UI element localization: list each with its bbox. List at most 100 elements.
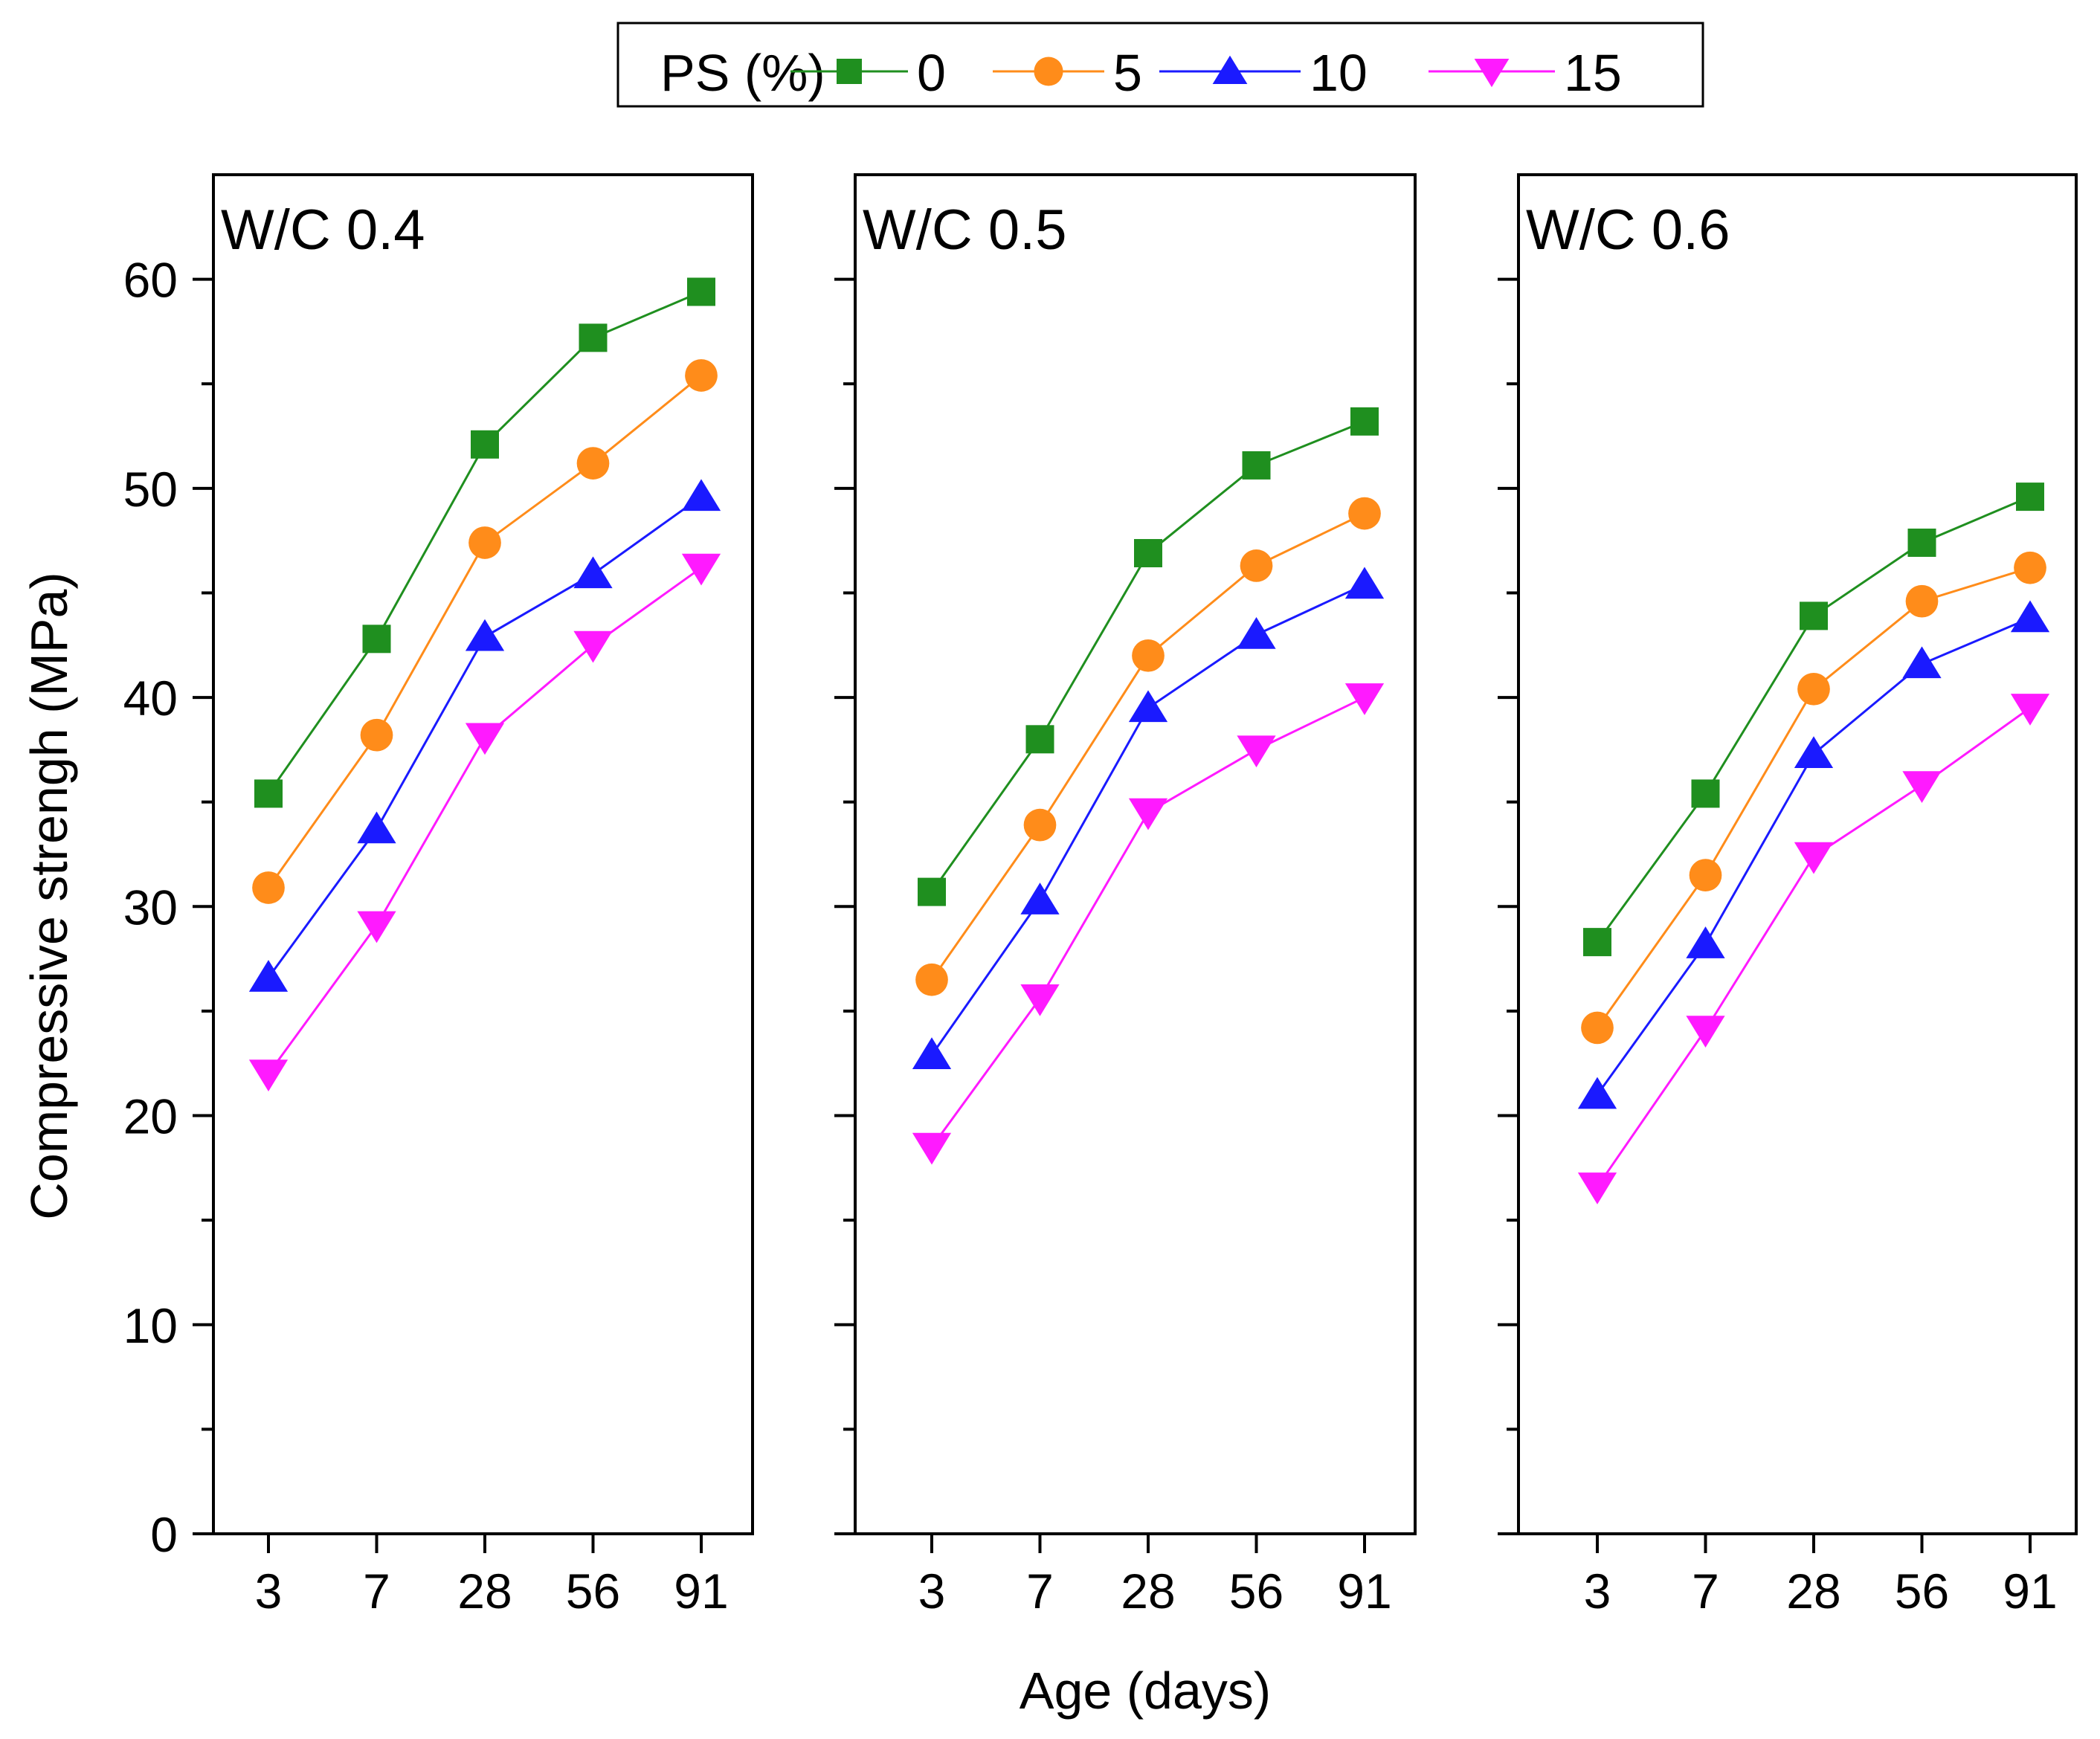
data-point (1023, 808, 1057, 842)
data-point (687, 277, 715, 306)
data-point (2014, 551, 2046, 584)
x-tick-label: 91 (674, 1564, 728, 1619)
series-5 (1581, 551, 2046, 1045)
x-tick-label: 7 (1026, 1564, 1054, 1619)
data-point (1905, 584, 1939, 618)
series-0 (254, 277, 715, 808)
data-point (1902, 646, 1942, 679)
legend-label-10: 10 (1310, 44, 1368, 102)
series-0 (1583, 483, 2044, 957)
data-point (1348, 497, 1381, 530)
series-line (1596, 495, 2031, 943)
y-tick-label: 50 (123, 462, 178, 517)
data-point (1691, 779, 1720, 808)
legend-marker-0 (837, 59, 862, 84)
data-point (252, 871, 285, 904)
data-point (1902, 771, 1942, 803)
data-point (915, 963, 948, 996)
data-point (1577, 1077, 1617, 1109)
data-point (362, 625, 391, 654)
data-point (1237, 735, 1276, 768)
x-tick-label: 7 (363, 1564, 390, 1619)
y-axis-label: Compressive strengh (MPa) (20, 572, 78, 1219)
data-point (357, 911, 396, 943)
data-point (2010, 694, 2050, 726)
series-line (1596, 567, 2031, 1029)
data-point (1583, 928, 1611, 957)
x-tick-label: 56 (1895, 1564, 1949, 1619)
data-point (1132, 639, 1165, 672)
x-tick-label: 7 (1692, 1564, 1719, 1619)
data-point (1907, 528, 1936, 557)
legend-label-5: 5 (1113, 44, 1142, 102)
x-tick-label: 3 (1584, 1564, 1611, 1619)
data-point (1242, 451, 1271, 480)
x-tick-label: 56 (566, 1564, 620, 1619)
y-tick-label: 60 (123, 253, 178, 308)
series-10 (912, 567, 1385, 1069)
data-point (254, 779, 283, 808)
y-tick-label: 30 (123, 880, 178, 935)
data-point (681, 479, 721, 512)
data-point (1025, 725, 1054, 754)
data-point (1581, 1011, 1614, 1045)
series-10 (1577, 600, 2050, 1109)
legend: PS (%) 0 5 10 15 (616, 22, 1704, 108)
data-point (1237, 616, 1276, 649)
legend-marker-15 (1474, 59, 1510, 88)
data-point (576, 447, 610, 480)
legend-label-15: 15 (1564, 44, 1622, 102)
series-15 (1577, 694, 2050, 1204)
data-point (1794, 842, 1834, 874)
series-line (1596, 706, 2031, 1188)
series-5 (915, 497, 1381, 996)
series-15 (912, 683, 1385, 1165)
data-point (468, 526, 501, 559)
plot-frame (1517, 173, 2078, 1535)
legend-title: PS (%) (660, 44, 825, 102)
x-tick-label: 91 (1337, 1564, 1391, 1619)
chart-panels: 0 10 20 30 40 50 60 3 7 28 56 91 W/C 0.4 3 7 28 56 91 W/C … (123, 173, 2078, 1619)
data-point (1797, 672, 1830, 706)
x-tick-label: 91 (2003, 1564, 2057, 1619)
x-tick-label: 28 (1121, 1564, 1175, 1619)
x-tick-label: 28 (457, 1564, 512, 1619)
plot-frame (212, 173, 754, 1535)
data-point (1134, 539, 1162, 568)
data-point (1128, 798, 1168, 830)
data-point (1800, 601, 1828, 630)
x-tick-label: 56 (1229, 1564, 1283, 1619)
x-axis-label: Age (days) (1020, 1662, 1271, 1720)
data-point (1794, 736, 1834, 769)
data-point (1240, 549, 1273, 582)
panel-3: 3 7 28 56 91 W/C 0.6 (1498, 173, 2078, 1619)
x-tick-label: 3 (918, 1564, 946, 1619)
x-tick-label: 28 (1786, 1564, 1840, 1619)
data-point (685, 359, 718, 392)
data-point (1344, 567, 1385, 599)
data-point (465, 619, 505, 651)
panel-title: W/C 0.6 (1526, 199, 1730, 262)
legend-marker-5 (1034, 57, 1063, 86)
y-tick-label: 40 (123, 671, 178, 726)
series-5 (252, 359, 718, 904)
data-point (471, 430, 499, 459)
panel-2: 3 7 28 56 91 W/C 0.5 (834, 173, 1417, 1619)
data-point (681, 553, 721, 586)
legend-frame (616, 22, 1704, 108)
data-point (1577, 1172, 1617, 1204)
y-tick-label: 0 (150, 1507, 178, 1562)
series-line (930, 512, 1365, 981)
data-point (1686, 926, 1725, 958)
panel-title: W/C 0.4 (221, 199, 425, 262)
data-point (573, 556, 613, 589)
series-15 (248, 553, 721, 1092)
data-point (1128, 690, 1168, 723)
legend-label-0: 0 (917, 44, 946, 102)
data-point (248, 1059, 289, 1092)
data-point (357, 811, 396, 844)
x-tick-label: 3 (255, 1564, 283, 1619)
series-0 (918, 407, 1379, 906)
panel-title: W/C 0.5 (863, 199, 1067, 262)
data-point (573, 630, 613, 663)
